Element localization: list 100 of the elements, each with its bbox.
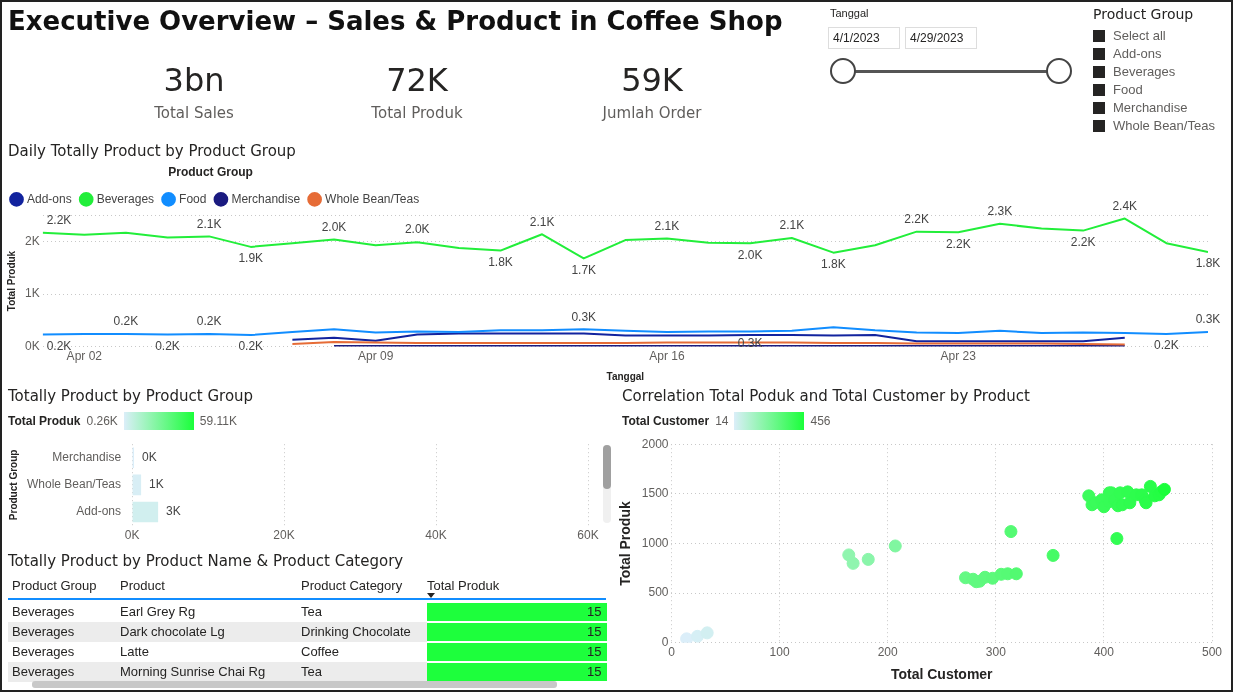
text: Product	[120, 578, 165, 593]
data-label: 1.8K	[821, 256, 846, 271]
text: Total Produk	[427, 578, 500, 593]
legend-label: Food	[179, 191, 207, 206]
text: Totally Product by Product Name & Product Category	[8, 552, 404, 570]
text: 14	[715, 414, 729, 428]
text: Beverages	[12, 644, 75, 659]
data-label: 2.2K	[1070, 234, 1096, 249]
text: Beverages	[12, 624, 75, 639]
data-label: 2.2K	[945, 236, 971, 251]
data-label: 0.3K	[737, 335, 763, 350]
legend-label: Beverages	[96, 191, 155, 206]
y-tick-label: 500	[648, 585, 669, 600]
x-tick-label: Apr 23	[940, 349, 977, 364]
data-label: 1.7K	[571, 262, 597, 277]
data-label: 1.8K	[488, 254, 513, 269]
y-tick-label: Whole Bean/Teas	[26, 477, 122, 492]
data-label: 2.1K	[779, 218, 805, 233]
text: Tea	[301, 664, 322, 679]
text: Merchandise	[1113, 100, 1188, 115]
x-tick-label: Apr 16	[649, 349, 685, 364]
y-axis-title: Product Group	[7, 449, 19, 521]
text: Coffee	[301, 644, 340, 659]
text: Earl Grey Rg	[120, 604, 196, 619]
x-tick-label: 40K	[425, 528, 447, 543]
point	[888, 539, 902, 553]
text: 456	[810, 414, 831, 428]
data-label: 1.9K	[238, 251, 264, 266]
data-label: 3K	[166, 504, 181, 519]
color-bar-title: Total Produk	[8, 414, 81, 428]
text: Executive Overview – Sales & Product in Coffee Shop	[8, 6, 783, 36]
x-axis-title: Total Customer	[890, 666, 994, 683]
y-tick-label: 1K	[24, 286, 40, 301]
text: 59.11K	[199, 414, 237, 428]
text: 15	[587, 624, 602, 639]
y-axis-title: Total Produk	[617, 501, 634, 586]
bar	[132, 501, 159, 523]
text: Product Category	[301, 578, 403, 593]
x-tick-label: 400	[1093, 645, 1115, 660]
text: 59K	[620, 60, 684, 100]
data-label: 0.3K	[571, 309, 597, 324]
point	[846, 556, 860, 570]
x-axis-title: Tanggal	[606, 370, 645, 382]
data-label: 2.0K	[404, 222, 430, 237]
data-label: 2.2K	[904, 211, 930, 226]
point	[680, 632, 694, 643]
legend-title: Product Group	[168, 165, 253, 180]
chart-title: Totally Product by Product Group	[8, 387, 254, 405]
data-label: 2.1K	[654, 218, 680, 233]
text: 15	[587, 604, 602, 619]
text: Dark chocolate Lg	[120, 624, 225, 639]
text: Drinking Chocolate	[301, 624, 411, 639]
data-label: 0.2K	[113, 314, 139, 329]
x-tick-label: 60K	[577, 528, 599, 543]
point	[700, 626, 714, 640]
y-tick-label: 2K	[24, 233, 40, 248]
text: Product Group	[12, 578, 97, 593]
text: Total Sales	[153, 104, 235, 122]
color-bar-title: Total Customer	[622, 414, 710, 428]
text: 72K	[385, 60, 449, 100]
data-label: 0.2K	[155, 338, 180, 353]
y-tick-label: Add-ons	[76, 504, 122, 519]
x-tick-label: 20K	[273, 528, 295, 543]
point	[861, 552, 875, 566]
x-tick-label: 300	[985, 645, 1007, 660]
text: Beverages	[12, 664, 75, 679]
x-tick-label: 500	[1201, 645, 1223, 660]
data-label: 2.1K	[529, 214, 555, 229]
text: Beverages	[1113, 64, 1176, 79]
data-label: 2.1K	[196, 216, 222, 231]
text: Total Produk	[370, 104, 464, 122]
text: Jumlah Order	[600, 104, 703, 122]
text: 0.26K	[86, 414, 118, 428]
text: Product Group	[1093, 6, 1194, 22]
data-label: 0K	[142, 450, 157, 465]
data-label: 0.2K	[1154, 338, 1179, 353]
y-tick-label: 2000	[641, 436, 669, 451]
text: Food	[1113, 82, 1143, 97]
data-label: 1.8K	[1195, 256, 1221, 271]
chart-title: Correlation Total Poduk and Total Customer by Product	[622, 387, 1030, 405]
text: 15	[587, 664, 602, 679]
data-label: 2.0K	[321, 219, 347, 234]
data-label: 2.2K	[46, 213, 72, 228]
text: Tanggal	[830, 7, 869, 19]
point	[1143, 479, 1157, 493]
x-tick-label: 200	[877, 645, 899, 660]
data-label: 0.2K	[238, 339, 264, 354]
y-tick-label: 0K	[24, 338, 40, 353]
text: Add-ons	[1113, 46, 1162, 61]
text: Select all	[1113, 28, 1166, 43]
x-tick-label: Apr 02	[66, 349, 103, 364]
point	[1004, 525, 1018, 539]
data-label: 2.4K	[1112, 198, 1138, 213]
y-tick-label: 0	[661, 635, 669, 650]
text: Whole Bean/Teas	[1113, 118, 1215, 133]
text: 3bn	[162, 60, 226, 100]
date-field: 4/1/2023	[828, 27, 900, 49]
text: Tea	[301, 604, 322, 619]
point	[1046, 548, 1060, 562]
legend-label: Whole Bean/Teas	[325, 191, 420, 206]
